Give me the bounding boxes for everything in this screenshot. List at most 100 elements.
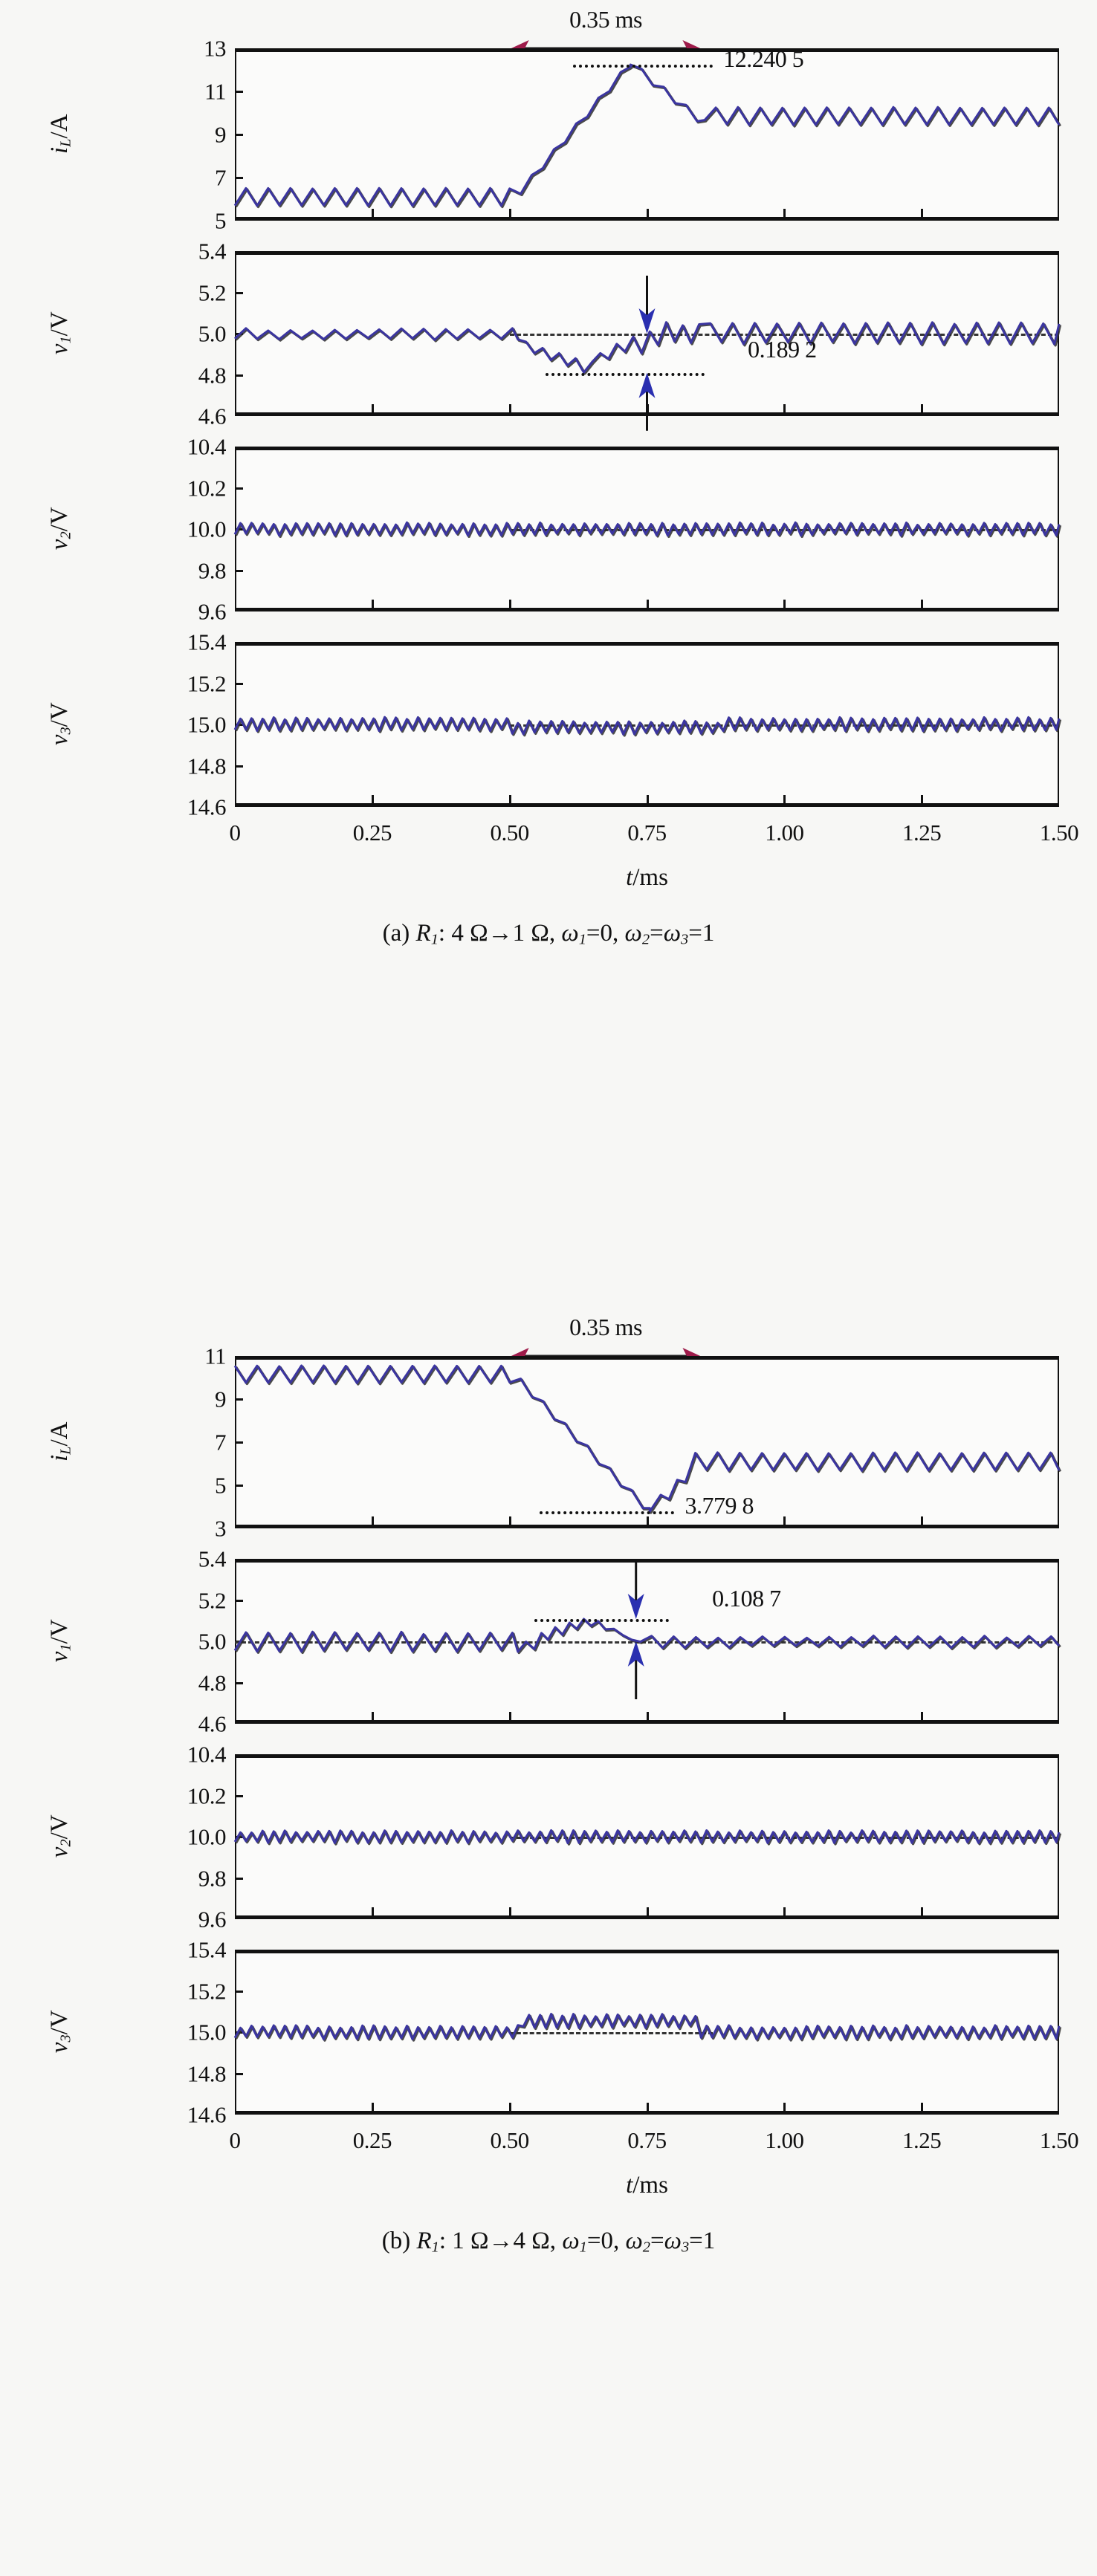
y-axis-title-b-3: v3/V	[46, 1983, 75, 2080]
caption-omega2-sub: 2	[642, 2239, 650, 2256]
y-axis-var-sub: 2	[57, 531, 74, 539]
annotation-guide-line	[545, 372, 705, 376]
y-tick-mark	[235, 1681, 243, 1684]
caption-index: (b)	[381, 2228, 417, 2254]
x-tick-mark	[508, 1516, 511, 1528]
x-tick-label: 0.50	[490, 2127, 530, 2153]
caption-resistor-symbol: R	[415, 920, 431, 947]
y-axis-title-a-1: v1/V	[46, 285, 75, 381]
y-tick-mark	[235, 1485, 243, 1487]
y-tick-mark	[235, 569, 243, 572]
y-axis-var-sub: L	[57, 1446, 74, 1455]
x-tick-label: 0	[229, 2127, 242, 2153]
x-tick-mark	[371, 600, 374, 611]
x-axis-title-a: t/ms	[626, 864, 668, 892]
y-axis-unit: /V	[45, 2010, 73, 2035]
x-tick-mark	[646, 1712, 649, 1723]
y-tick-label: 5	[215, 1472, 227, 1499]
annotation-value-label: 12.240 5	[723, 45, 804, 73]
y-axis-var: v	[45, 343, 73, 355]
y-axis-title-a-0: iL/A	[46, 85, 75, 182]
annotation-guide-line	[540, 1511, 675, 1515]
y-axis-title-b-2: v2/V	[46, 1788, 75, 1884]
x-tick-mark	[371, 1712, 374, 1723]
x-tick-mark	[921, 404, 924, 415]
caption-omega3-value: =1	[689, 2228, 716, 2254]
y-tick-label: 15.4	[187, 629, 227, 655]
subfigure-caption-a: (a) R1: 4 Ω→1 Ω, ω1=0, ω2=ω3=1	[0, 920, 1097, 949]
y-axis-title-b-1: v1/V	[46, 1592, 75, 1689]
x-tick-mark	[371, 2103, 374, 2114]
plot-top-border	[236, 643, 1058, 646]
x-tick-label: 1.00	[765, 2127, 804, 2153]
y-axis-var-sub: L	[57, 138, 74, 147]
x-tick-mark	[508, 2103, 511, 2114]
y-tick-label: 7	[215, 164, 227, 191]
x-tick-label: 1.50	[1039, 2127, 1079, 2153]
plot-box-b-0	[235, 1356, 1059, 1528]
caption-omega2: ω	[625, 2228, 643, 2254]
y-tick-label: 15.4	[187, 1936, 227, 1963]
caption-omega3: ω	[663, 920, 682, 947]
caption-transition: : 4 Ω→1 Ω,	[438, 920, 562, 947]
annotation-guide-line	[572, 65, 713, 68]
y-tick-mark	[235, 765, 243, 768]
y-tick-label: 4.6	[198, 403, 227, 429]
y-axis-unit: /V	[45, 1814, 73, 1840]
x-tick-mark	[921, 1907, 924, 1918]
caption-omega3-sub: 3	[681, 931, 689, 948]
y-tick-label: 9	[215, 121, 227, 148]
caption-omega1-value: =0,	[586, 920, 625, 947]
y-tick-label: 10.2	[187, 475, 227, 501]
x-tick-mark	[783, 2103, 786, 2114]
x-tick-mark	[921, 795, 924, 806]
y-axis-var-sub: 1	[57, 336, 74, 344]
x-tick-mark	[783, 404, 786, 415]
y-tick-label: 15.2	[187, 670, 227, 696]
y-tick-mark	[235, 487, 243, 490]
y-axis-var: v	[45, 734, 73, 746]
caption-omega1-value: =0,	[586, 2228, 626, 2254]
y-tick-label: 14.8	[187, 753, 227, 779]
x-tick-mark	[646, 600, 649, 611]
x-tick-mark	[646, 1516, 649, 1528]
x-tick-mark	[783, 1516, 786, 1528]
y-tick-label: 5	[215, 207, 227, 234]
x-tick-mark	[371, 795, 374, 806]
y-axis-unit: /V	[45, 702, 73, 727]
y-tick-label: 9.6	[198, 598, 227, 625]
x-tick-mark	[921, 1516, 924, 1528]
caption-omega1: ω	[561, 920, 579, 947]
baseline-reference	[235, 1641, 1059, 1644]
x-tick-mark	[783, 1907, 786, 1918]
plot-top-border	[236, 1560, 1058, 1563]
caption-omega3-value: =1	[688, 920, 715, 947]
y-axis-var-sub: 2	[57, 1839, 74, 1847]
y-tick-label: 13	[204, 35, 227, 62]
caption-resistor-sub: 1	[430, 931, 439, 948]
x-tick-mark	[646, 404, 649, 415]
y-axis-var-sub: 3	[57, 727, 74, 735]
caption-resistor-symbol: R	[416, 2228, 432, 2254]
x-tick-mark	[783, 795, 786, 806]
caption-omega1-sub: 1	[578, 931, 586, 948]
x-tick-label: 0	[229, 820, 242, 846]
y-tick-label: 14.8	[187, 2060, 227, 2086]
x-tick-mark	[508, 1712, 511, 1723]
y-tick-label: 10.0	[187, 1823, 227, 1850]
annotation-value-label: 3.779 8	[685, 1492, 754, 1519]
subfigure-caption-b: (b) R1: 1 Ω→4 Ω, ω1=0, ω2=ω3=1	[0, 2228, 1097, 2257]
caption-index: (a)	[382, 920, 416, 947]
x-tick-mark	[371, 404, 374, 415]
y-tick-mark	[235, 1794, 243, 1797]
y-tick-label: 10.4	[187, 1741, 227, 1768]
caption-omega3: ω	[664, 2228, 682, 2254]
y-tick-mark	[235, 291, 243, 294]
y-axis-var: i	[45, 146, 73, 155]
y-axis-unit: /A	[45, 114, 73, 139]
x-tick-mark	[371, 209, 374, 220]
y-tick-label: 11	[204, 78, 226, 105]
y-tick-label: 5.2	[198, 279, 227, 305]
caption-omega2: ω	[624, 920, 642, 947]
caption-omega2-eq: =	[650, 2228, 664, 2254]
